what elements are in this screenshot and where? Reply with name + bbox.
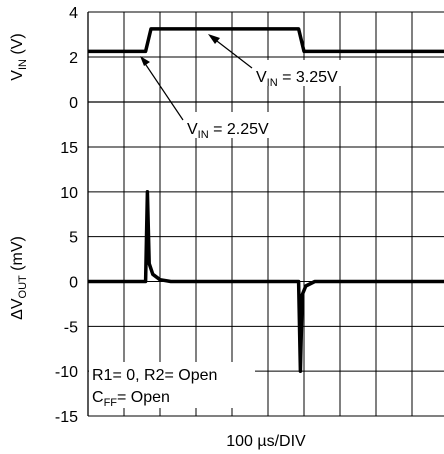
series-line-input xyxy=(88,27,444,54)
conditions-line-1: R1= 0, R2= Open xyxy=(92,367,217,384)
y-tick-label: 0 xyxy=(69,95,78,112)
vin-low-arrow xyxy=(143,61,184,121)
vin-high-arrowhead xyxy=(208,34,220,44)
y-tick-label: 10 xyxy=(60,185,78,202)
y-tick-label: -15 xyxy=(55,409,78,426)
series-line-output xyxy=(88,190,444,373)
input-y-axis-title: VIN (V) xyxy=(9,33,29,80)
vin-low-arrowhead xyxy=(140,56,150,66)
y-tick-label: 15 xyxy=(60,140,78,157)
y-tick-label: 4 xyxy=(69,5,78,22)
y-tick-label: 0 xyxy=(69,275,78,292)
output-y-axis-title: ΔVOUT (mV) xyxy=(9,236,29,320)
y-tick-label: -10 xyxy=(55,364,78,381)
vin-low-label-bg xyxy=(183,112,301,138)
vin-high-label-bg xyxy=(252,60,370,86)
conditions-bg xyxy=(89,362,255,408)
conditions-line-2: CFF= Open xyxy=(92,389,170,409)
vin-high-arrow xyxy=(212,37,253,69)
vin-low-label: VIN = 2.25V xyxy=(187,121,269,141)
y-tick-label: 2 xyxy=(69,50,78,67)
y-tick-label: -5 xyxy=(64,319,78,336)
x-axis-title: 100 µs/DIV xyxy=(226,433,306,450)
traces xyxy=(88,27,444,373)
vin-high-label: VIN = 3.25V xyxy=(256,69,338,89)
y-tick-label: 5 xyxy=(69,230,78,247)
